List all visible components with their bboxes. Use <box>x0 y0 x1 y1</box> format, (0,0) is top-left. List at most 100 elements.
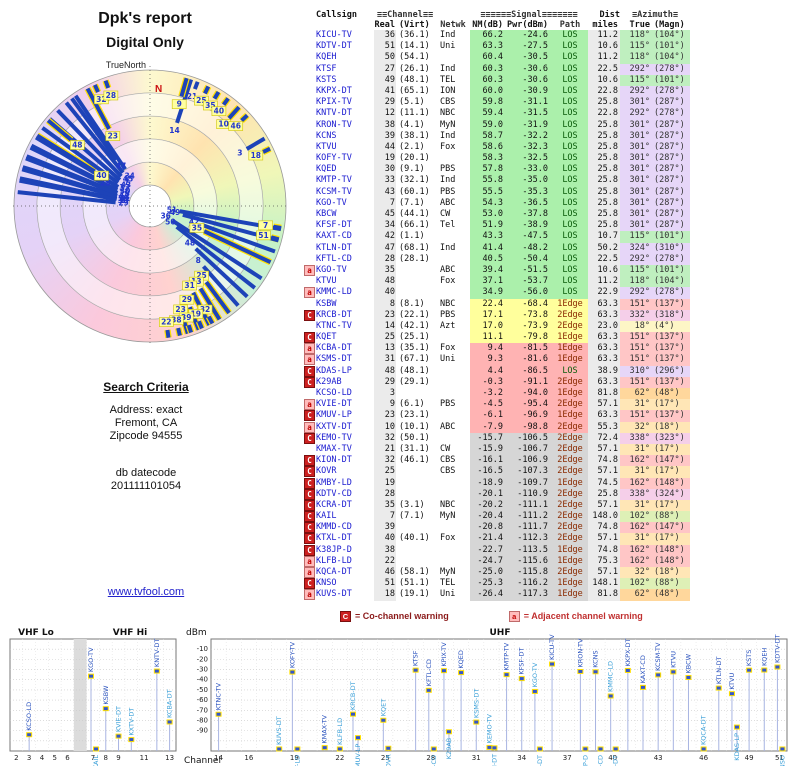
callsign-link[interactable]: KKPX-DT <box>316 85 352 96</box>
callsign-link[interactable]: KMMD-CD <box>316 522 352 533</box>
cell-network: Uni <box>440 589 456 600</box>
callsign-link[interactable]: KLFB-LD <box>316 555 352 566</box>
warning-cell: C <box>302 477 316 489</box>
callsign-link[interactable]: KCBA-DT <box>316 343 352 354</box>
callsign-link[interactable]: KOFY-TV <box>316 153 352 164</box>
callsign-link[interactable]: KAXT-CD <box>316 231 352 242</box>
callsign-link[interactable]: KTXL-DT <box>316 533 352 544</box>
callsign-link[interactable]: KNTV-DT <box>316 108 352 119</box>
signal-marker <box>385 745 392 751</box>
callsign-link[interactable]: KCRA-DT <box>316 499 352 510</box>
warning-legend: C = Co-channel warning a = Adjacent channe… <box>338 611 643 623</box>
callsign-link[interactable]: K38JP-D <box>316 544 352 555</box>
cell-virtual-channel: (1.1) <box>399 231 425 242</box>
cell-network: Fox <box>440 533 456 544</box>
callsign-link[interactable]: KMAX-TV <box>316 443 352 454</box>
callsign-link[interactable]: KSBW <box>316 298 337 309</box>
callsign-link[interactable]: KSMS-DT <box>316 354 352 365</box>
callsign-link[interactable]: KDTV-DT <box>316 41 352 52</box>
cell-path: LOS <box>552 264 588 277</box>
cell-nm-db: 59.0 <box>470 119 506 131</box>
cell-true-azimuth: 162° <box>620 544 652 556</box>
callsign-link[interactable]: KQCA-DT <box>316 567 352 577</box>
callsign-link[interactable]: KMMC-LD <box>316 287 352 298</box>
radar-channel-label: 7 <box>124 178 129 187</box>
callsign-link[interactable]: KCNS <box>316 130 337 141</box>
callsign-link[interactable]: KICU-TV <box>316 30 352 40</box>
table-row: KNTV-DT 12 (11.1) NBC 59.4 -31.5 LOS 22.8 292° (2… <box>302 108 694 120</box>
callsign-link[interactable]: KTLN-DT <box>316 242 352 253</box>
cell-real-channel: 35 <box>374 499 396 512</box>
callsign-link[interactable]: KAIL <box>316 511 337 522</box>
cell-real-channel: 50 <box>374 52 396 64</box>
callsign-link[interactable]: KVIE-DT <box>316 399 352 410</box>
signal-label: KQED <box>457 650 465 669</box>
callsign-link[interactable]: KMBY-LD <box>316 477 352 488</box>
true-north-label: TrueNorth <box>105 60 146 70</box>
callsign-link[interactable]: KFTL-CD <box>316 253 352 264</box>
cell-nm-db: 59.8 <box>470 97 506 109</box>
callsign-link[interactable]: KBCW <box>316 209 337 219</box>
cell-magnetic-azimuth: (101°) <box>652 74 690 86</box>
cell-network: Ind <box>440 175 456 186</box>
cell-path: LOS <box>552 63 588 75</box>
cell-pwr-dbm: -36.5 <box>506 197 552 209</box>
callsign-link[interactable]: KTVU <box>316 276 337 287</box>
cell-pwr-dbm: -106.7 <box>506 443 552 456</box>
cell-magnetic-azimuth: (18°) <box>652 421 690 433</box>
cell-miles: 25.8 <box>588 197 620 209</box>
table-row: KTVU 44 (2.1) Fox 58.6 -32.3 LOS 25.8 301° (287°) <box>302 141 694 154</box>
callsign-link[interactable]: KOVR <box>316 466 337 477</box>
radar-signal-bar <box>197 320 204 330</box>
callsign-link[interactable]: KQED <box>316 164 337 175</box>
callsign-link[interactable]: KTSF <box>316 63 337 74</box>
callsign-link[interactable]: KDTV-CD <box>316 488 352 499</box>
table-row: C KQET 25 (25.1) 11.1 -79.8 1Edge 63.3 151° (137°… <box>302 332 694 344</box>
callsign-link[interactable]: KEMO-TV <box>316 432 352 443</box>
cell-virtual-channel: (42.1) <box>399 320 430 331</box>
callsign-link[interactable]: KUVS-DT <box>316 589 352 600</box>
callsign-link[interactable]: KRCB-DT <box>316 309 352 320</box>
callsign-link[interactable]: KMTP-TV <box>316 175 352 186</box>
cell-true-azimuth: 115° <box>620 41 652 53</box>
callsign-link[interactable]: KNSO <box>316 578 337 589</box>
cell-real-channel: 38 <box>374 119 396 131</box>
cell-real-channel: 31 <box>374 354 396 366</box>
cell-pwr-dbm: -96.9 <box>506 410 552 422</box>
callsign-link[interactable]: KCSM-TV <box>316 186 352 197</box>
cell-miles: 63.3 <box>588 309 620 321</box>
radar-channel-label: 25 <box>196 271 206 280</box>
warning-cell: C <box>302 376 316 388</box>
cell-magnetic-azimuth: (148°) <box>652 477 690 489</box>
callsign-link[interactable]: KTVU <box>316 141 337 152</box>
co-channel-warning-badge: C <box>304 522 315 534</box>
callsign-link[interactable]: KGO-TV <box>316 197 347 208</box>
callsign-link[interactable]: KQET <box>316 332 337 343</box>
cell-nm-db: 17.1 <box>470 309 506 321</box>
callsign-link[interactable]: KTNC-TV <box>316 320 352 331</box>
cell-virtual-channel: (65.1) <box>399 85 430 96</box>
cell-magnetic-azimuth: (88°) <box>652 511 690 523</box>
cell-miles: 63.3 <box>588 332 620 344</box>
cell-network: CBS <box>440 466 456 477</box>
callsign-link[interactable]: K29AB <box>316 376 342 387</box>
signal-marker <box>128 737 135 743</box>
callsign-link[interactable]: KSTS <box>316 74 337 85</box>
cell-network: Ind <box>440 30 456 40</box>
callsign-link[interactable]: KMUV-LP <box>316 410 352 421</box>
callsign-link[interactable]: KGO-TV <box>316 264 347 275</box>
tvfool-link[interactable]: www.tvfool.com <box>107 586 185 598</box>
co-channel-warning-badge: C <box>304 432 315 444</box>
callsign-link[interactable]: KION-DT <box>316 455 352 466</box>
radar-channel-label: 43 <box>121 181 131 190</box>
callsign-link[interactable]: KPIX-TV <box>316 97 352 108</box>
callsign-link[interactable]: KCSO-LD <box>316 388 352 398</box>
callsign-link[interactable]: KDAS-LP <box>316 365 352 376</box>
callsign-link[interactable]: KXTV-DT <box>316 421 352 432</box>
cell-path: 1Edge <box>552 332 588 344</box>
cell-nm-db: -15.7 <box>470 432 506 444</box>
cell-real-channel: 10 <box>374 421 396 433</box>
callsign-link[interactable]: KFSF-DT <box>316 220 352 231</box>
callsign-link[interactable]: KRON-TV <box>316 119 352 130</box>
callsign-link[interactable]: KQEH <box>316 52 337 63</box>
